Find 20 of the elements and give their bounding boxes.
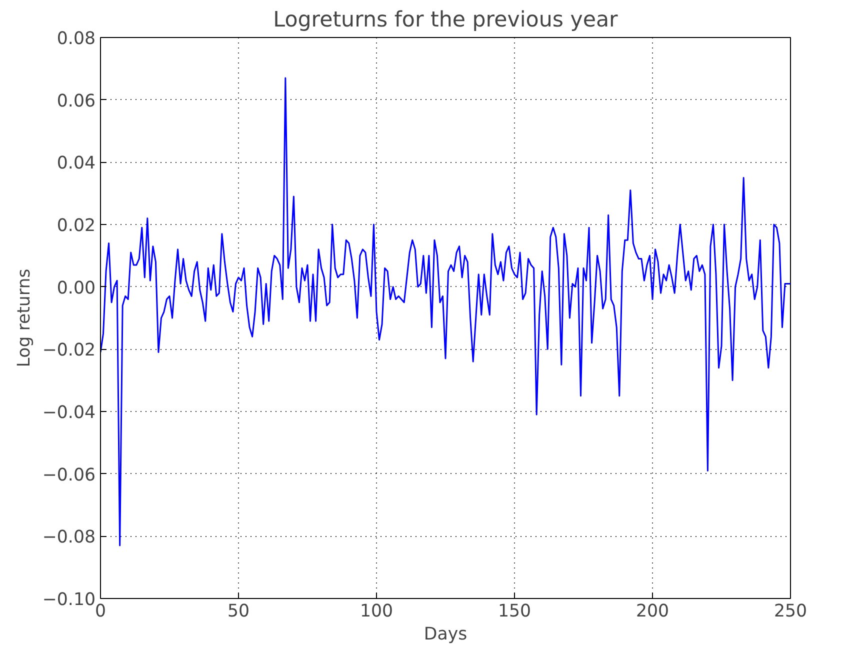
y-tick-label: −0.08 bbox=[42, 528, 96, 548]
x-tick-label: 150 bbox=[498, 602, 532, 622]
y-axis-title: Log returns bbox=[14, 268, 34, 368]
y-tick-label: 0.02 bbox=[56, 216, 96, 236]
x-tick-label: 200 bbox=[636, 602, 670, 622]
y-tick-label: −0.02 bbox=[42, 340, 96, 361]
y-tick-label: −0.04 bbox=[42, 403, 96, 423]
y-tick-label: 0.04 bbox=[56, 154, 96, 174]
x-axis-title: Days bbox=[424, 624, 468, 644]
x-tick-label: 250 bbox=[774, 602, 808, 622]
y-tick-label: −0.06 bbox=[42, 465, 96, 486]
y-tick-label: 0.08 bbox=[56, 29, 96, 49]
x-tick-label: 100 bbox=[360, 602, 394, 622]
y-tick-label: 0.00 bbox=[56, 278, 96, 298]
y-tick-label: 0.06 bbox=[56, 91, 96, 112]
line-series bbox=[100, 77, 790, 546]
chart-title: Logreturns for the previous year bbox=[273, 8, 618, 32]
x-tick-label: 0 bbox=[94, 602, 106, 622]
x-tick-label: 50 bbox=[227, 602, 250, 622]
y-tick-label: −0.10 bbox=[42, 590, 96, 610]
